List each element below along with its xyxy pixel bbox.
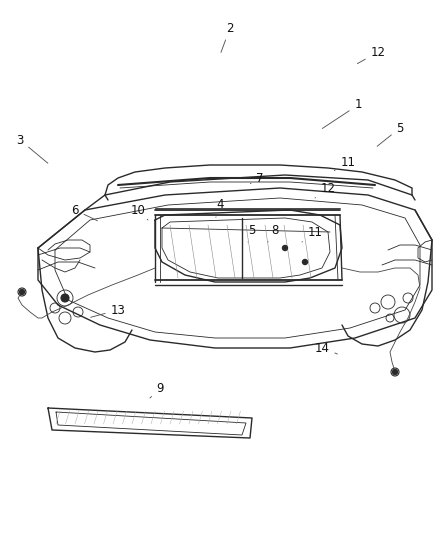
Text: 10: 10: [131, 204, 148, 220]
Text: 3: 3: [16, 133, 48, 163]
Circle shape: [392, 369, 398, 375]
Text: 5: 5: [377, 122, 404, 146]
Text: 13: 13: [91, 303, 125, 317]
Text: 14: 14: [314, 342, 337, 354]
Text: 6: 6: [71, 204, 98, 221]
Text: 11: 11: [302, 225, 322, 242]
Text: 7: 7: [251, 172, 264, 184]
Circle shape: [20, 289, 25, 295]
Circle shape: [61, 294, 69, 302]
Text: 9: 9: [150, 382, 164, 398]
Circle shape: [283, 246, 287, 251]
Text: 5: 5: [248, 223, 256, 242]
Text: 8: 8: [268, 223, 279, 242]
Text: 12: 12: [357, 45, 385, 63]
Circle shape: [303, 260, 307, 264]
Text: 1: 1: [322, 99, 362, 128]
Text: 4: 4: [216, 198, 224, 217]
Text: 11: 11: [334, 156, 356, 171]
Text: 2: 2: [221, 21, 234, 52]
Text: 12: 12: [315, 182, 336, 198]
